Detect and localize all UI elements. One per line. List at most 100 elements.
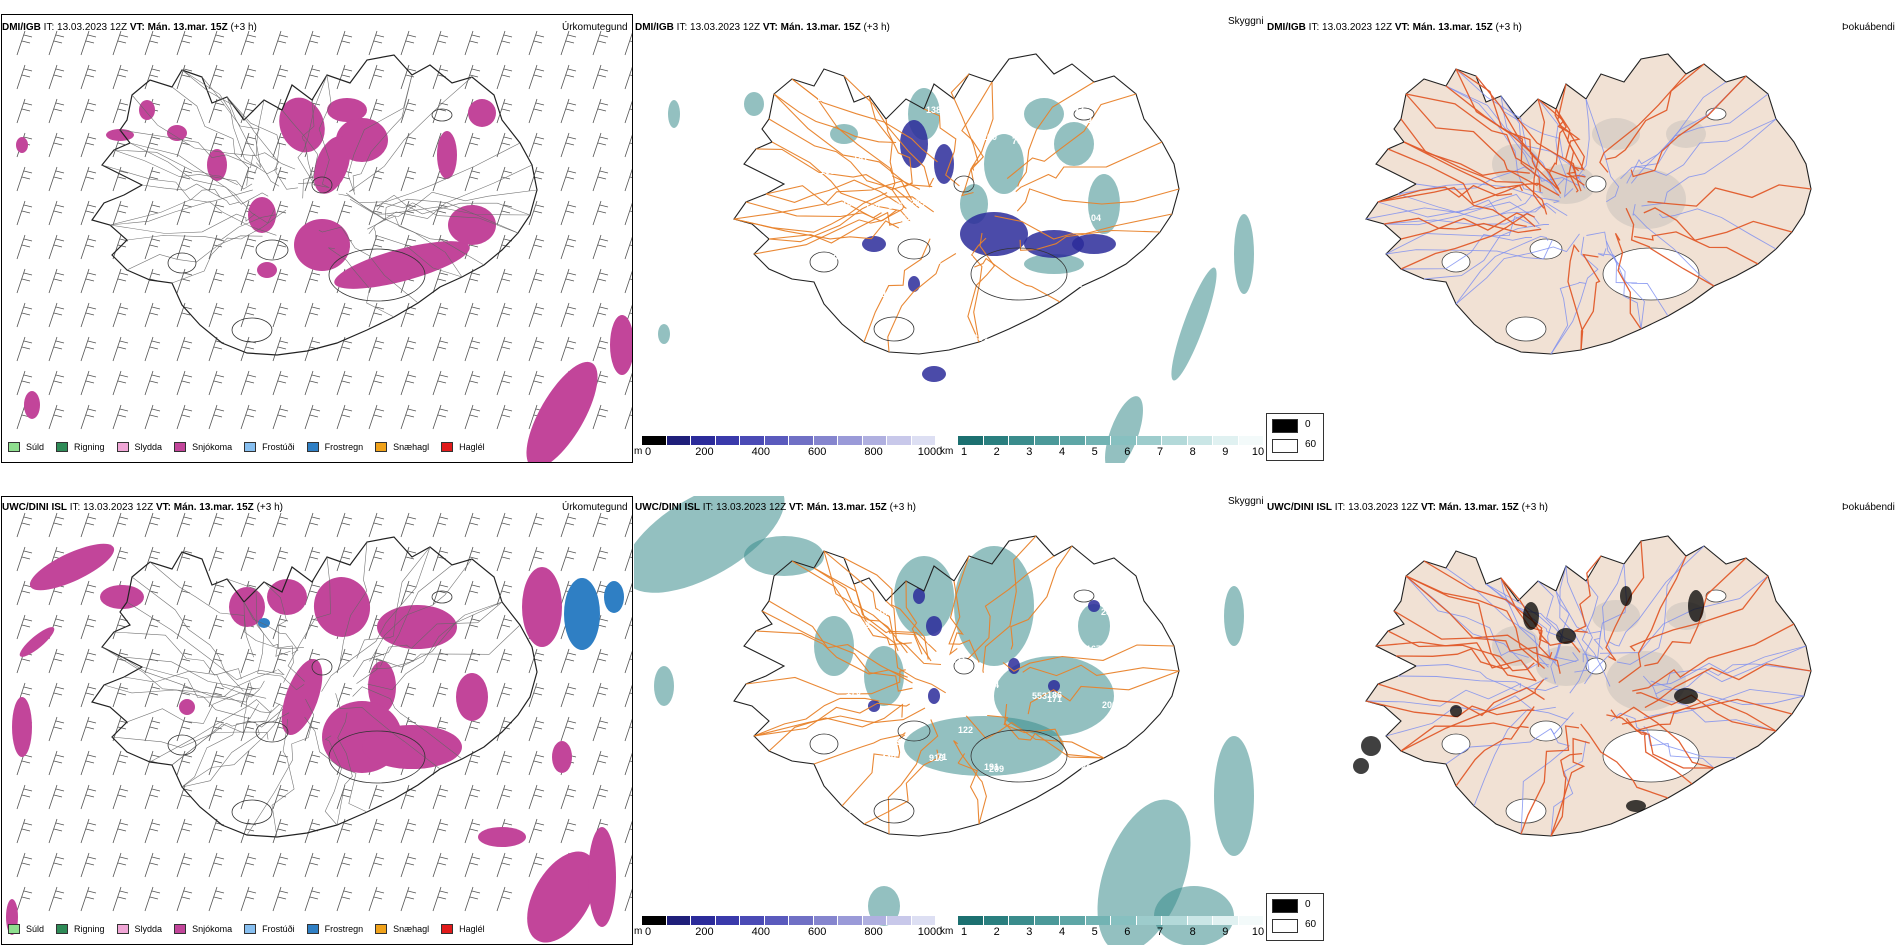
colorbar-unit: km: [940, 926, 954, 937]
colorbar-tick: 6: [1124, 446, 1131, 458]
header-precip-row1: DMI/IGB IT: 13.03.2023 12Z VT: Mán. 13.m…: [2, 22, 257, 34]
legend-label: Haglél: [459, 442, 485, 452]
vt-label: VT:: [129, 22, 145, 33]
fog-legend-label: 60: [1305, 919, 1317, 930]
colorbar-tick: 1: [960, 446, 968, 458]
colorbar-unit: m: [634, 926, 643, 937]
vt-label: VT:: [155, 502, 171, 513]
peak-label: 182: [958, 249, 973, 259]
peak-label: 186: [1047, 690, 1062, 700]
header-visibility-row1: DMI/IGB IT: 13.03.2023 12Z VT: Mán. 13.m…: [635, 22, 890, 34]
legend-item-6: Frostregn: [306, 442, 364, 452]
terrain-colorbar-row1: m 0 200 400 600 800 1000: [634, 436, 942, 460]
it-value: 13.03.2023 12Z: [1348, 502, 1419, 513]
colorbar-tick: 7: [1156, 446, 1164, 458]
colorbar-tick: 600: [808, 446, 827, 458]
legend-item-2: Rigning: [56, 924, 105, 934]
colorbar-segment: [789, 916, 814, 925]
colorbar-tick: 800: [864, 446, 883, 458]
vt-value: Mán. 13.mar. 15Z: [147, 22, 228, 33]
legend-label: Snæhagl: [393, 442, 430, 452]
legend-item-6: Frostregn: [306, 924, 363, 934]
precip-map-row1: [16, 30, 632, 462]
peak-label: 255: [1075, 224, 1090, 234]
colorbar-tick: 4: [1058, 926, 1066, 938]
fog-legend-swatch: [1272, 919, 1298, 933]
peak-label: 198: [855, 620, 870, 630]
peak-label: 855: [888, 201, 903, 211]
fog-legend-swatch: [1272, 439, 1298, 453]
colorbar-segment: [715, 436, 740, 445]
vt-value: Mán. 13.mar. 15Z: [1412, 22, 1493, 33]
lead-offset: (+3 h): [230, 22, 257, 33]
legend-label: Frostregn: [324, 442, 364, 452]
colorbar-segment: [1213, 916, 1239, 925]
header-fog-row1: DMI/IGB IT: 13.03.2023 12Z VT: Mán. 13.m…: [1267, 22, 1522, 34]
colorbar-segment: [642, 916, 667, 925]
lead-offset: (+3 h): [863, 22, 890, 33]
legend-item-3: Slydda: [116, 442, 162, 452]
colorbar-tick: 400: [751, 926, 770, 938]
colorbar-segment: [740, 916, 765, 925]
colorbar-tick: 2: [993, 446, 1000, 458]
legend-swatch: [441, 924, 454, 934]
peak-label: 132: [865, 203, 880, 213]
colorbar-tick: 7: [1156, 926, 1164, 938]
peak-label: 91: [961, 790, 971, 800]
legend-swatch: [174, 924, 187, 934]
colorbar-tick: 8: [1189, 926, 1196, 938]
precip-type-panel-row2: Súld Rigning Slydda Snjókoma Frostúði Frostre…: [1, 496, 633, 945]
peak-label: 170: [846, 687, 861, 697]
peak-label: 531: [1047, 805, 1062, 815]
model-name: UWC/DINI ISL: [1267, 502, 1332, 513]
peak-label: 209: [989, 764, 1004, 774]
lead-offset: (+3 h): [256, 502, 283, 513]
peak-label: 182: [842, 198, 857, 208]
peak-label: 104: [1086, 213, 1101, 223]
header-precip-row2: UWC/DINI ISL IT: 13.03.2023 12Z VT: Mán.…: [2, 502, 283, 514]
fog-legend-label: 60: [1305, 439, 1317, 450]
legend-swatch: [244, 924, 257, 934]
peak-label: 200: [1102, 700, 1117, 710]
colorbar-segment: [691, 916, 716, 925]
legend-item-7: Snæhagl: [375, 442, 429, 452]
peak-label: 71: [937, 752, 947, 762]
peak-label: 72: [959, 255, 969, 265]
fog-map-row1: [1365, 53, 1812, 355]
legend-item-5: Frostúði: [244, 442, 295, 452]
colorbar-segment: [1111, 436, 1137, 445]
variable-name-fog-row1: Þokuábendi: [1842, 22, 1895, 33]
legend-label: Rigning: [74, 924, 105, 934]
colorbar-segment: [838, 436, 863, 445]
colorbar-tick: 9: [1222, 926, 1229, 938]
peak-label: 321: [951, 655, 966, 665]
fog-legend-row2: 0 60: [1266, 893, 1324, 941]
legend-item-5: Frostúði: [244, 924, 295, 934]
colorbar-tick: 600: [808, 926, 827, 938]
colorbar-tick: 3: [1026, 446, 1033, 458]
colorbar-segment: [789, 436, 814, 445]
peak-label: 10: [816, 93, 826, 103]
colorbar-segment: [958, 436, 984, 445]
colorbar-tick: 2: [993, 926, 1000, 938]
peak-label: 176: [1095, 313, 1110, 323]
colorbar-segment: [1238, 436, 1264, 445]
header-fog-row2: UWC/DINI ISL IT: 13.03.2023 12Z VT: Mán.…: [1267, 502, 1548, 514]
model-name: DMI/IGB: [2, 22, 41, 33]
peak-label: 84: [989, 680, 999, 690]
legend-item-1: Súld: [8, 924, 44, 934]
colorbar-segment: [1187, 436, 1213, 445]
fog-legend-swatch: [1272, 899, 1298, 913]
peak-label: 553: [1032, 691, 1047, 701]
legend-swatch: [56, 442, 69, 452]
peak-label: 383: [948, 699, 963, 709]
visibility-map-row1: 8554323718134213816050182255291159312613…: [658, 53, 1254, 463]
peak-label: 138: [968, 333, 983, 343]
colorbar-tick: 10: [1251, 926, 1265, 938]
colorbar-segment: [1187, 916, 1213, 925]
peak-label: 160: [982, 132, 997, 142]
peak-label: 126: [1111, 319, 1126, 329]
colorbar-tick: 6: [1124, 926, 1131, 938]
colorbar-tick: 200: [695, 926, 714, 938]
legend-item-4: Snjókoma: [174, 924, 232, 934]
